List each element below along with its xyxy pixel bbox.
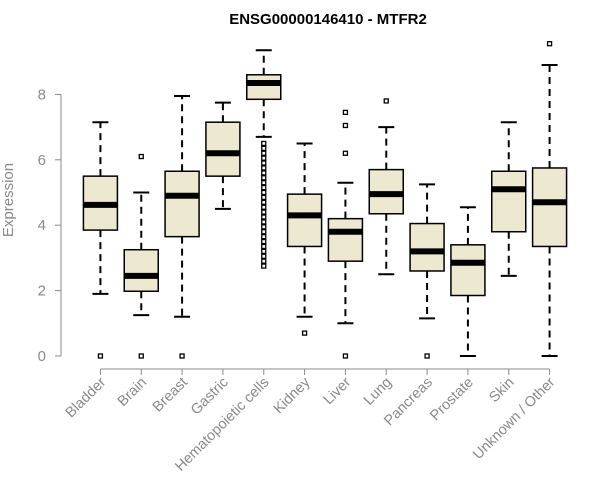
box-lung bbox=[368, 98, 404, 276]
outlier-point bbox=[261, 165, 267, 171]
iqr-box bbox=[286, 193, 323, 248]
x-tick-label: Liver bbox=[321, 374, 355, 408]
box-breast bbox=[164, 95, 200, 359]
outlier-point bbox=[261, 214, 267, 220]
y-tick-label: 8 bbox=[38, 86, 46, 103]
outlier-point bbox=[261, 253, 267, 259]
y-tick-label: 2 bbox=[38, 283, 46, 300]
outlier-point bbox=[261, 199, 267, 205]
outlier-point bbox=[138, 153, 144, 160]
box-pancreas bbox=[409, 183, 445, 359]
y-tick-label: 6 bbox=[38, 152, 46, 169]
iqr-box bbox=[246, 74, 282, 101]
iqr-box bbox=[450, 244, 486, 297]
outlier-point bbox=[342, 122, 349, 129]
outlier-point bbox=[97, 353, 104, 359]
outlier-point bbox=[342, 109, 349, 116]
outlier-point bbox=[138, 353, 144, 359]
outlier-point bbox=[261, 150, 267, 156]
outlier-point bbox=[261, 258, 267, 264]
boxes-group bbox=[82, 41, 568, 359]
outlier-point bbox=[261, 189, 267, 196]
x-tick-label: Prostate bbox=[427, 375, 476, 424]
outlier-point bbox=[342, 150, 349, 156]
box-bladder bbox=[82, 121, 119, 359]
chart-title: ENSG00000146410 - MTFR2 bbox=[229, 11, 427, 28]
x-tick-label: Breast bbox=[150, 375, 191, 416]
outlier-point bbox=[383, 98, 389, 104]
outlier-point bbox=[261, 224, 267, 230]
outlier-point bbox=[261, 140, 267, 147]
x-tick-label: Lung bbox=[361, 375, 395, 409]
x-tick-label: Skin bbox=[486, 375, 517, 406]
outlier-point bbox=[261, 263, 267, 269]
box-unknown-other bbox=[531, 41, 568, 357]
outlier-point bbox=[261, 233, 267, 240]
iqr-box bbox=[164, 170, 200, 238]
box-skin bbox=[491, 121, 527, 277]
box-gastric bbox=[205, 101, 241, 210]
iqr-box bbox=[491, 170, 527, 233]
iqr-box bbox=[531, 167, 568, 248]
iqr-box bbox=[123, 248, 159, 293]
y-axis: 0 2 4 6 8 bbox=[38, 86, 62, 365]
outlier-point bbox=[261, 145, 267, 152]
outlier-point bbox=[261, 209, 267, 215]
outlier-point bbox=[301, 330, 308, 336]
box-hematopoietic-cells bbox=[246, 49, 282, 269]
box-liver bbox=[327, 109, 364, 359]
box-kidney bbox=[286, 142, 323, 336]
outlier-point bbox=[261, 170, 267, 176]
box-brain bbox=[123, 153, 159, 359]
outlier-point bbox=[261, 243, 267, 250]
outlier-point bbox=[261, 180, 267, 186]
outlier-point bbox=[261, 155, 267, 161]
outlier-point bbox=[179, 353, 185, 359]
outlier-point bbox=[261, 175, 267, 181]
iqr-box bbox=[409, 222, 445, 272]
outlier-point bbox=[261, 229, 267, 235]
outlier-point bbox=[261, 238, 267, 245]
outlier-point bbox=[261, 160, 267, 166]
outlier-point bbox=[261, 194, 267, 201]
iqr-box bbox=[205, 121, 241, 177]
x-tick-label: Kidney bbox=[271, 374, 314, 417]
box-prostate bbox=[450, 206, 486, 357]
y-axis-label: Expression bbox=[0, 163, 17, 237]
outlier-point bbox=[424, 353, 430, 359]
outlier-point bbox=[261, 204, 267, 210]
iqr-box bbox=[327, 217, 364, 262]
outlier-point bbox=[261, 248, 267, 255]
outlier-point bbox=[261, 184, 267, 191]
y-tick-label: 0 bbox=[38, 348, 46, 365]
outlier-point bbox=[546, 41, 553, 47]
outlier-point bbox=[261, 219, 267, 225]
x-tick-label: Bladder bbox=[63, 374, 110, 421]
x-tick-label: Brain bbox=[115, 375, 150, 410]
outlier-point bbox=[342, 353, 349, 359]
y-tick-label: 4 bbox=[38, 217, 46, 234]
